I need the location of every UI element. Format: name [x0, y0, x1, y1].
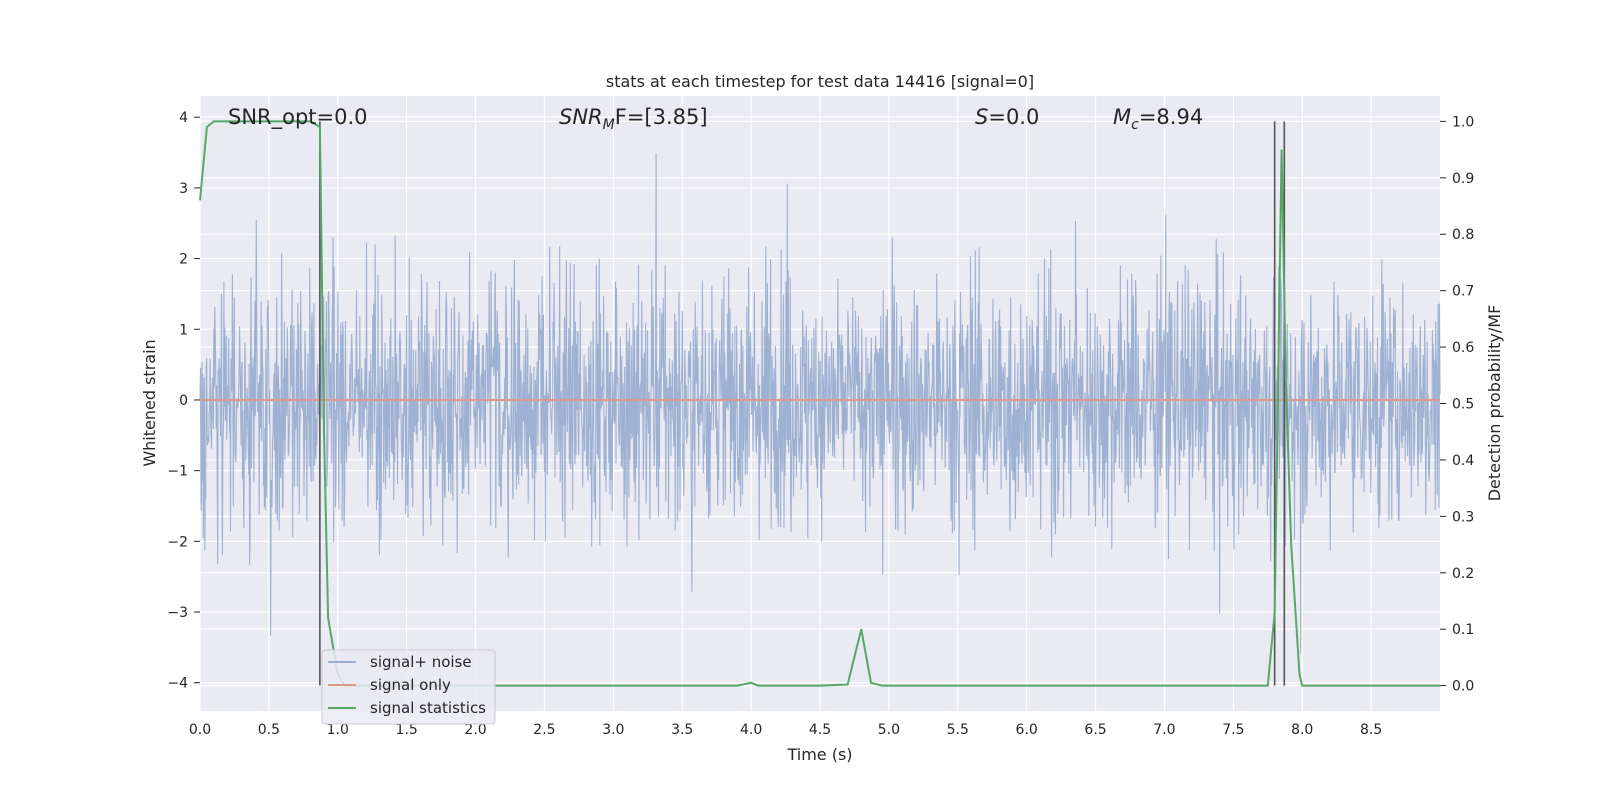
x-tick-label: 1.5	[396, 722, 418, 738]
x-tick-label: 6.0	[1016, 722, 1038, 738]
legend-label-signal: signal only	[370, 676, 451, 694]
x-tick-label: 8.0	[1291, 722, 1313, 738]
snr-mf-subscript: M	[603, 117, 615, 133]
s-main: S	[975, 105, 988, 129]
y-tick-label: 2	[179, 252, 188, 268]
y-right-tick-label: 0.9	[1452, 171, 1474, 187]
snr-mf-main: SNR	[559, 105, 603, 129]
x-tick-label: 1.0	[327, 722, 349, 738]
signal-statistics-series	[199, 120, 1440, 687]
y-right-axis-ticks: 1.0 0.9 0.8 0.7 0.6 0.5 0.4 0.3 0.2 0.1 0.0	[1440, 114, 1474, 695]
y-right-tick-label: 0.4	[1452, 453, 1474, 469]
x-tick-label: 7.5	[1222, 722, 1244, 738]
legend-label-stats: signal statistics	[370, 699, 486, 717]
x-tick-label: 4.0	[740, 722, 762, 738]
y-right-tick-label: 0.8	[1452, 227, 1474, 243]
y-tick-label: −1	[167, 464, 188, 480]
x-tick-label: 3.0	[602, 722, 624, 738]
snr-opt-annotation: SNR_opt=0.0	[228, 105, 368, 130]
x-axis-label: Time (s)	[786, 745, 852, 764]
y-right-tick-label: 1.0	[1452, 114, 1474, 130]
x-tick-label: 7.0	[1153, 722, 1175, 738]
s-rest: =0.0	[988, 105, 1039, 129]
y-right-tick-label: 0.3	[1452, 509, 1474, 525]
y-axis-label: Whitened strain	[140, 339, 159, 466]
mc-subscript: c	[1131, 117, 1139, 133]
x-tick-label: 8.5	[1360, 722, 1382, 738]
y-axis-ticks: 4 3 2 1 0 −1 −2 −3 −4	[167, 110, 200, 692]
mc-rest: =8.94	[1139, 105, 1203, 129]
x-tick-label: 2.0	[464, 722, 486, 738]
x-tick-label: 3.5	[671, 722, 693, 738]
y-tick-label: −3	[167, 605, 188, 621]
y-tick-label: 0	[179, 393, 188, 409]
snr-mf-annotation: SNRMF=[3.85]	[559, 105, 708, 133]
legend-label-noise: signal+ noise	[370, 653, 472, 671]
y-right-tick-label: 0.7	[1452, 284, 1474, 300]
signal-statistics-line	[199, 120, 1440, 687]
x-tick-label: 5.0	[878, 722, 900, 738]
y-right-tick-label: 0.1	[1452, 622, 1474, 638]
y-tick-label: −4	[167, 676, 188, 692]
x-axis-ticks: 0.0 0.5 1.0 1.5 2.0 2.5 3.0 3.5 4.0 4.5 5.0 5.5 6.0 6…	[189, 722, 1382, 738]
x-tick-label: 4.5	[809, 722, 831, 738]
x-tick-label: 5.5	[947, 722, 969, 738]
x-tick-label: 0.5	[258, 722, 280, 738]
y-tick-label: 3	[179, 181, 188, 197]
y-right-tick-label: 0.0	[1452, 679, 1474, 695]
legend-box	[321, 649, 496, 725]
x-tick-label: 6.5	[1084, 722, 1106, 738]
y-right-axis-label: Detection probability/MF	[1485, 305, 1504, 502]
y-right-tick-label: 0.2	[1452, 566, 1474, 582]
x-tick-label: 0.0	[189, 722, 211, 738]
legend: signal+ noise signal only signal statist…	[321, 649, 496, 725]
mc-main: M	[1113, 105, 1131, 129]
y-right-tick-label: 0.5	[1452, 397, 1474, 413]
y-tick-label: 1	[179, 322, 188, 338]
x-tick-label: 2.5	[533, 722, 555, 738]
y-tick-label: 4	[179, 110, 188, 126]
y-right-tick-label: 0.6	[1452, 340, 1474, 356]
s-annotation: S=0.0	[975, 105, 1039, 129]
snr-mf-rest: F=[3.85]	[615, 105, 708, 129]
mc-annotation: Mc=8.94	[1113, 105, 1203, 133]
y-tick-label: −2	[167, 534, 188, 550]
chart-title: stats at each timestep for test data 144…	[606, 72, 1034, 91]
